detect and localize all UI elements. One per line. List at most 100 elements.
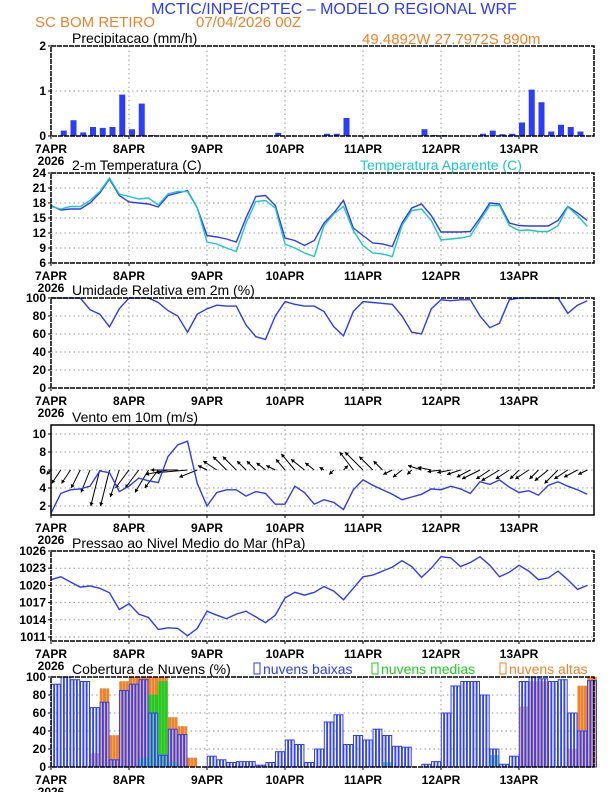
wind-vector — [80, 469, 91, 493]
x-tick-label: 11APR — [344, 269, 382, 283]
wind-arrowhead — [80, 488, 85, 493]
x-tick-label: 8APR — [113, 394, 145, 408]
cloud-bar-nuvens-baixas — [284, 739, 289, 768]
y-tick-label: 100 — [26, 291, 46, 305]
precip-bar — [324, 133, 330, 136]
cloud-bar-nuvens-baixas — [561, 679, 565, 768]
x-tick-label: 7APR — [35, 647, 67, 661]
cloud-bar-nuvens-baixas — [375, 728, 380, 768]
cloud-bar-nuvens-baixas — [362, 739, 367, 768]
precip-bar — [70, 120, 77, 136]
cloud-bar-nuvens-baixas — [440, 712, 445, 768]
wind-arrowhead — [383, 471, 388, 475]
cloud-bar-nuvens-baixas — [252, 761, 256, 768]
cloud-bar-nuvens-baixas — [522, 681, 526, 768]
precip-bar — [489, 130, 496, 136]
cloud-bar-nuvens-baixas — [557, 679, 562, 768]
wind-arrowhead — [495, 475, 500, 479]
y-tick-label: 24 — [33, 166, 47, 180]
cloud-bar-nuvens-baixas — [210, 755, 214, 768]
y-tick-label: 6 — [39, 463, 46, 477]
cloud-bar-nuvens-baixas — [450, 685, 454, 768]
y-tick-label: 1 — [39, 84, 46, 98]
y-tick-label: 2 — [39, 39, 46, 53]
wind-arrowhead — [179, 474, 184, 478]
wind-arrowhead — [291, 459, 295, 463]
series-line-1 — [50, 176, 588, 258]
cloud-bar-nuvens-baixas — [119, 690, 123, 768]
cloud-bar-nuvens-baixas — [288, 739, 292, 768]
y-tick-label: 4 — [39, 481, 46, 495]
cloud-bar-nuvens-baixas — [453, 685, 458, 768]
cloud-bar-nuvens-baixas — [330, 721, 334, 768]
x-tick-label: 9APR — [191, 773, 223, 787]
y-tick-label: 1017 — [19, 596, 46, 610]
cloud-bar-nuvens-baixas — [229, 762, 233, 768]
cloud-bar-nuvens-baixas — [343, 744, 347, 768]
precip-bar — [138, 103, 145, 136]
cloud-bar-nuvens-baixas — [115, 759, 120, 768]
cloud-bar-nuvens-baixas — [583, 730, 588, 768]
cloud-bar-nuvens-baixas — [570, 712, 575, 768]
wind-vector — [90, 469, 101, 507]
wind-arrowhead — [515, 475, 520, 479]
x-tick-label: 13APR — [500, 521, 539, 535]
cloud-bar-nuvens-baixas — [70, 679, 74, 768]
y-tick-label: 1026 — [19, 544, 46, 558]
cloud-bar-nuvens-baixas — [99, 701, 103, 768]
cloud-bar-nuvens-baixas — [392, 745, 396, 768]
x-tick-label: 12APR — [422, 521, 461, 535]
panel-frame — [50, 172, 595, 264]
cloud-bar-nuvens-baixas — [278, 751, 282, 768]
wind-arrowhead — [305, 462, 310, 467]
panel-1: 7APR 8APR 9APR 10APR 11APR 12APR 13APR 2026 6912… — [33, 157, 595, 295]
panel-frame — [50, 45, 595, 137]
x-tick-label: 13APR — [500, 773, 539, 787]
cloud-bar-nuvens-baixas — [128, 683, 133, 768]
x-tick-label: 8APR — [113, 647, 145, 661]
precip-bar — [275, 132, 282, 136]
precip-bar — [90, 127, 96, 136]
cloud-bar-nuvens-baixas — [548, 681, 552, 768]
wind-arrowhead — [529, 475, 534, 479]
cloud-bar-nuvens-baixas — [73, 679, 77, 768]
wind-arrowhead — [319, 467, 324, 471]
cloud-bar-nuvens-baixas — [135, 683, 139, 768]
wind-arrowhead — [281, 453, 286, 458]
panel-0: 7APR 8APR 9APR 10APR 11APR 12APR 13APR 2026 0 1 2 P… — [35, 30, 595, 168]
y-tick-label: 20 — [33, 742, 47, 756]
x-tick-label: 7APR — [35, 269, 67, 283]
y-tick-label: 0 — [39, 381, 46, 395]
cloud-bar-nuvens-baixas — [587, 680, 591, 768]
cloud-bar-nuvens-baixas — [483, 694, 487, 768]
cloud-bar-nuvens-baixas — [291, 739, 295, 768]
cloud-bar-nuvens-baixas — [314, 748, 318, 768]
panel-frame — [50, 550, 595, 642]
header-title: MCTIC/INPE/CPTEC – MODELO REGIONAL WRF — [151, 1, 517, 18]
cloud-bar-nuvens-baixas — [489, 748, 493, 768]
x-tick-label: 8APR — [113, 521, 145, 535]
legend-label: Temperatura Aparente (C) — [360, 157, 522, 173]
x-tick-label: 11APR — [344, 394, 382, 408]
cloud-bar-nuvens-baixas — [216, 759, 220, 768]
precip-bar — [528, 89, 535, 136]
cloud-bar-nuvens-baixas — [434, 761, 438, 768]
header-location: SC BOM RETIRO — [35, 14, 155, 31]
cloud-bar-nuvens-baixas — [359, 735, 363, 768]
panel-title: Cobertura de Nuvens (%) — [72, 661, 231, 677]
cloud-bar-nuvens-baixas — [122, 690, 126, 768]
cloud-bar-nuvens-baixas — [398, 745, 402, 768]
cloud-bar-nuvens-baixas — [63, 676, 68, 768]
wind-arrowhead — [99, 502, 104, 506]
cloud-bar-nuvens-baixas — [158, 754, 162, 768]
y-tick-label: 1014 — [19, 613, 46, 627]
cloud-bar-nuvens-baixas — [236, 761, 240, 768]
y-tick-label: 2 — [39, 499, 46, 513]
precip-bar — [558, 124, 564, 136]
cloud-bar-nuvens-baixas — [486, 694, 490, 768]
x-tick-label: 7APR — [35, 773, 67, 787]
panel-frame — [50, 424, 595, 516]
cloud-bar-nuvens-baixas — [408, 746, 412, 768]
cloud-bar-nuvens-baixas — [388, 735, 393, 768]
